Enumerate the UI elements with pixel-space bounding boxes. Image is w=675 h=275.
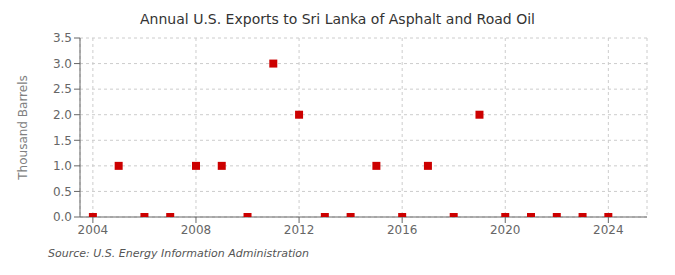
svg-text:3.0: 3.0 [53,57,72,71]
svg-text:0.5: 0.5 [53,185,72,199]
svg-text:2012: 2012 [284,223,315,237]
svg-text:2.0: 2.0 [53,108,72,122]
svg-text:2.5: 2.5 [53,82,72,96]
svg-text:1.0: 1.0 [53,159,72,173]
svg-text:Thousand Barrels: Thousand Barrels [16,75,30,180]
html-text:Annual U.S. Exports to Sri Lan: Annual U.S. Exports to Sri Lanka of Asph… [140,11,535,27]
svg-text:1.5: 1.5 [53,134,72,148]
svg-text:0.0: 0.0 [53,210,72,224]
svg-text:3.5: 3.5 [53,31,72,45]
svg-text:2024: 2024 [593,223,624,237]
html-text:Source: U.S. Energy Informatio: Source: U.S. Energy Information Administ… [48,247,309,260]
svg-text:2016: 2016 [387,223,418,237]
svg-text:2020: 2020 [490,223,521,237]
svg-text:2008: 2008 [181,223,212,237]
svg-text:2004: 2004 [78,223,109,237]
